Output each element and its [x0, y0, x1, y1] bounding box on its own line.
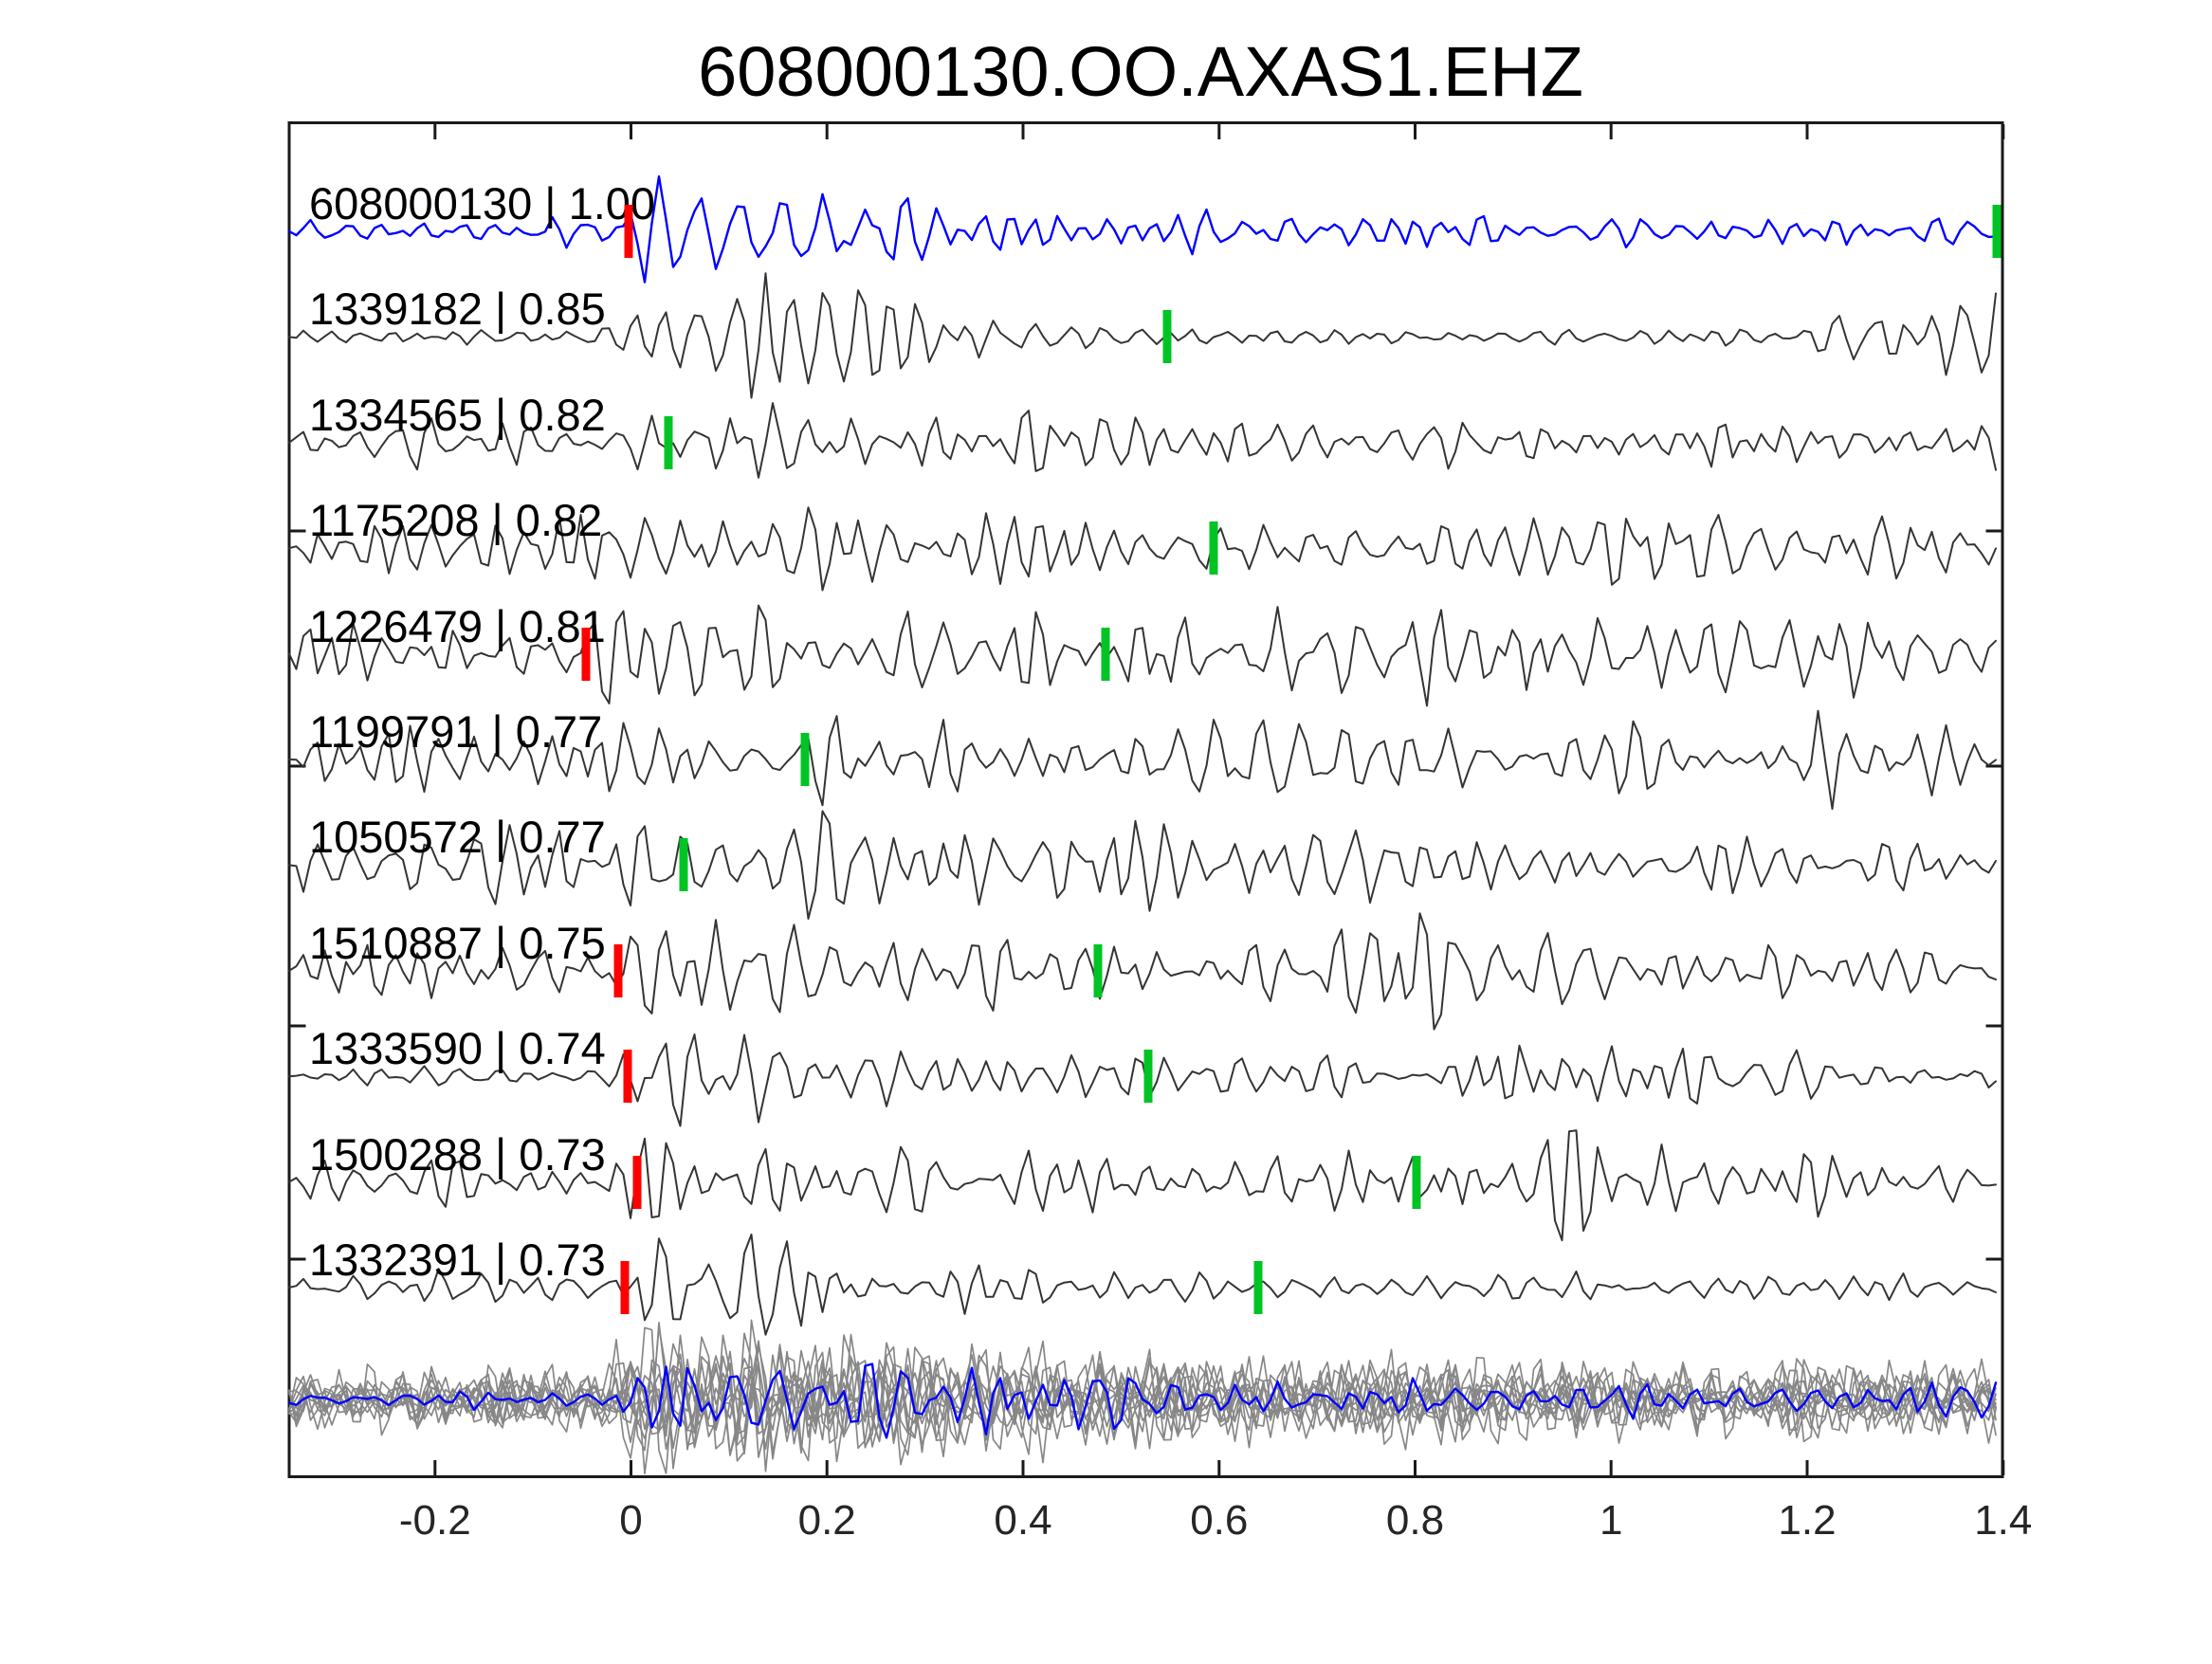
svg-text:608000130.OO.AXAS1.EHZ: 608000130.OO.AXAS1.EHZ [698, 32, 1583, 111]
svg-text:0.8: 0.8 [1386, 1497, 1444, 1544]
svg-text:1339182 | 0.85: 1339182 | 0.85 [309, 283, 606, 334]
svg-text:1: 1 [1600, 1497, 1622, 1544]
svg-text:0.4: 0.4 [994, 1497, 1051, 1544]
svg-text:1332391 | 0.73: 1332391 | 0.73 [309, 1234, 606, 1285]
svg-text:1050572 | 0.77: 1050572 | 0.77 [309, 812, 606, 862]
svg-text:608000130 | 1.00: 608000130 | 1.00 [309, 178, 655, 229]
svg-text:0: 0 [619, 1497, 642, 1544]
svg-text:1510887 | 0.75: 1510887 | 0.75 [309, 918, 606, 968]
svg-text:1334565 | 0.82: 1334565 | 0.82 [309, 390, 606, 440]
svg-text:1.2: 1.2 [1778, 1497, 1836, 1544]
svg-text:1500288 | 0.73: 1500288 | 0.73 [309, 1129, 606, 1179]
svg-text:0.6: 0.6 [1190, 1497, 1248, 1544]
svg-text:1199791 | 0.77: 1199791 | 0.77 [309, 706, 602, 757]
svg-text:0.2: 0.2 [798, 1497, 856, 1544]
svg-text:1226479 | 0.81: 1226479 | 0.81 [309, 601, 606, 651]
svg-text:-0.2: -0.2 [399, 1497, 471, 1544]
svg-text:1333590 | 0.74: 1333590 | 0.74 [309, 1023, 606, 1073]
svg-text:1.4: 1.4 [1974, 1497, 2032, 1544]
svg-text:1175208 | 0.82: 1175208 | 0.82 [309, 495, 602, 545]
